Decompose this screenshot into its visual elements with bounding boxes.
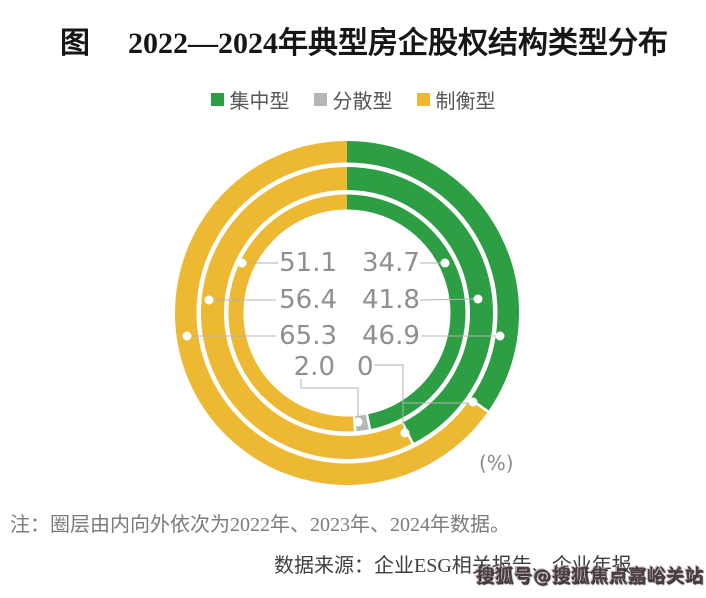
chart-title: 图 2022—2024年典型房企股权结构类型分布 (60, 18, 668, 62)
data-point-marker (468, 397, 478, 407)
segment-divider (365, 412, 372, 431)
ring-middle-segment-集中型 (346, 167, 493, 444)
legend-label: 分散型 (332, 89, 393, 113)
data-point-marker (440, 258, 450, 268)
legend-swatch-icon (416, 93, 430, 106)
ring-inner-segment-集中型 (346, 194, 466, 430)
leader-line (374, 364, 404, 430)
chart-title-prefix: 图 (60, 27, 90, 60)
data-source: 数据来源：企业ESG相关报告、企业年报。 (274, 555, 652, 577)
data-point-marker (353, 417, 363, 427)
leader-line (300, 379, 359, 418)
leader-line (419, 298, 479, 301)
data-point-marker (182, 331, 192, 341)
legend-item-集中型: 集中型 (210, 85, 290, 114)
legend-swatch-icon (210, 93, 224, 106)
ring-middle-segment-制衡型 (201, 167, 413, 459)
ring-outer-segment-集中型 (346, 141, 519, 412)
value-label: 0 (357, 352, 374, 382)
data-point-marker (495, 331, 505, 341)
legend-item-分散型: 分散型 (313, 85, 393, 114)
value-label: 65.3 (279, 321, 337, 351)
value-label: 2.0 (294, 352, 335, 382)
data-point-marker (473, 294, 483, 304)
legend-swatch-icon (313, 93, 327, 106)
value-label: 41.8 (362, 285, 420, 315)
legend-label: 集中型 (229, 89, 290, 113)
data-point-marker (400, 428, 410, 438)
chart-note: 注：圈层由内向外依次为2022年、2023年、2024年数据。 (10, 514, 510, 536)
data-point-marker (237, 258, 247, 268)
ring-inner-segment-制衡型 (228, 194, 356, 432)
value-label: 56.4 (279, 285, 337, 315)
ring-outer-segment-制衡型 (175, 141, 489, 485)
watermark: 搜狐号@搜狐焦点嘉峪关站 (476, 566, 704, 587)
value-label: 51.1 (279, 248, 337, 278)
chart-title-text: 2022—2024年典型房企股权结构类型分布 (128, 27, 668, 60)
unit-label: (%) (479, 451, 514, 475)
value-label: 34.7 (362, 248, 420, 278)
legend-item-制衡型: 制衡型 (416, 85, 496, 114)
legend-label: 制衡型 (435, 89, 496, 113)
legend: 集中型 分散型 制衡型 (0, 85, 706, 114)
value-label: 46.9 (362, 321, 420, 351)
data-point-marker (204, 295, 214, 305)
